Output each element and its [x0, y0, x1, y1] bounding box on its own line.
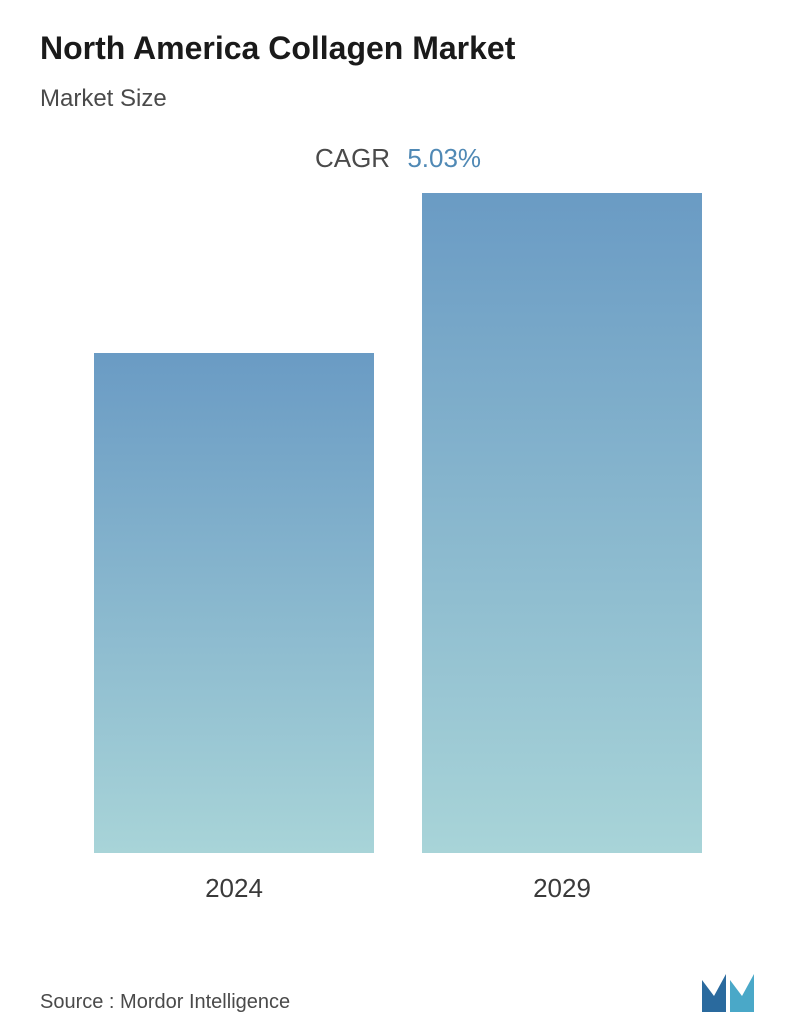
bar: [94, 353, 374, 853]
cagr-row: CAGR 5.03%: [40, 143, 756, 174]
cagr-label: CAGR: [315, 143, 390, 173]
source-text: Source : Mordor Intelligence: [40, 991, 290, 1014]
bar: [422, 193, 702, 853]
bar-label: 2029: [533, 873, 591, 904]
bar-label: 2024: [205, 873, 263, 904]
bar-group: 2029: [422, 193, 702, 904]
chart-title: North America Collagen Market: [40, 30, 756, 67]
cagr-value: 5.03%: [407, 143, 481, 173]
footer: Source : Mordor Intelligence: [40, 972, 756, 1014]
brand-logo-icon: [700, 972, 756, 1014]
bar-group: 2024: [94, 353, 374, 904]
chart-subtitle: Market Size: [40, 85, 756, 113]
chart-area: 2024 2029: [40, 214, 756, 904]
